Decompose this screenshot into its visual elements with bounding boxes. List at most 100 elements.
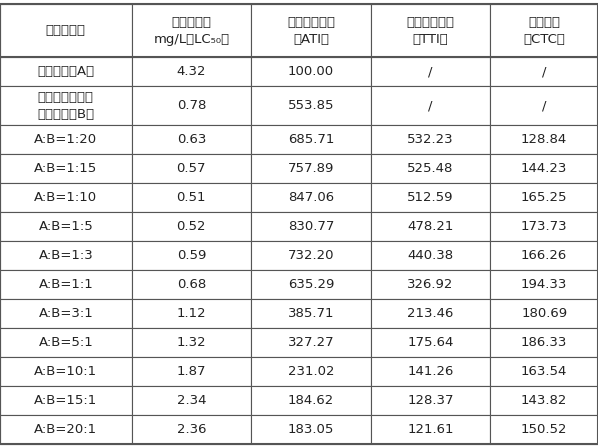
Text: 173.73: 173.73 <box>521 220 568 233</box>
Bar <box>132 154 251 183</box>
Text: 1.87: 1.87 <box>176 365 206 378</box>
Text: 实测毒力指数
（ATI）: 实测毒力指数 （ATI） <box>287 16 335 46</box>
Bar <box>251 414 371 444</box>
Text: 128.84: 128.84 <box>521 133 568 146</box>
Text: 180.69: 180.69 <box>521 307 568 320</box>
Text: 141.26: 141.26 <box>407 365 454 378</box>
Text: 385.71: 385.71 <box>288 307 334 320</box>
Text: 525.48: 525.48 <box>407 162 454 175</box>
Bar <box>0 270 132 299</box>
Bar <box>251 328 371 357</box>
Bar <box>371 270 490 299</box>
Text: 致死中浓度
mg/L（LC₅₀）: 致死中浓度 mg/L（LC₅₀） <box>153 16 230 46</box>
Bar <box>132 86 251 125</box>
Text: 757.89: 757.89 <box>288 162 334 175</box>
Bar <box>251 183 371 212</box>
Bar <box>251 357 371 386</box>
Bar <box>0 86 132 125</box>
Bar <box>251 299 371 328</box>
Text: 甲氨基阿维菌素
苯甲酸盐（B）: 甲氨基阿维菌素 苯甲酸盐（B） <box>37 91 94 121</box>
Text: 理论毒力指数
（TTI）: 理论毒力指数 （TTI） <box>407 16 454 46</box>
Bar <box>0 414 132 444</box>
Bar <box>490 183 598 212</box>
Text: 685.71: 685.71 <box>288 133 334 146</box>
Text: 635.29: 635.29 <box>288 278 334 291</box>
Bar <box>251 154 371 183</box>
Text: 553.85: 553.85 <box>288 99 334 112</box>
Bar <box>490 299 598 328</box>
Bar <box>490 241 598 270</box>
Bar <box>490 386 598 414</box>
Bar <box>371 414 490 444</box>
Bar <box>0 4 132 57</box>
Bar <box>371 241 490 270</box>
Bar <box>132 125 251 154</box>
Text: 0.68: 0.68 <box>177 278 206 291</box>
Bar <box>371 328 490 357</box>
Text: 氟噻虫砜（A）: 氟噻虫砜（A） <box>37 65 94 78</box>
Text: 165.25: 165.25 <box>521 191 568 204</box>
Text: 183.05: 183.05 <box>288 422 334 435</box>
Text: 4.32: 4.32 <box>176 65 206 78</box>
Bar <box>490 414 598 444</box>
Text: 共毒系数
（CTC）: 共毒系数 （CTC） <box>523 16 565 46</box>
Bar <box>0 357 132 386</box>
Text: /: / <box>542 65 547 78</box>
Text: A:B=1:1: A:B=1:1 <box>38 278 93 291</box>
Text: A:B=15:1: A:B=15:1 <box>34 394 97 407</box>
Text: /: / <box>542 99 547 112</box>
Text: 121.61: 121.61 <box>407 422 454 435</box>
Bar <box>132 414 251 444</box>
Bar <box>371 299 490 328</box>
Text: 144.23: 144.23 <box>521 162 568 175</box>
Bar <box>132 357 251 386</box>
Bar <box>371 57 490 86</box>
Bar <box>490 125 598 154</box>
Text: 830.77: 830.77 <box>288 220 334 233</box>
Bar <box>490 357 598 386</box>
Text: 184.62: 184.62 <box>288 394 334 407</box>
Bar <box>371 4 490 57</box>
Bar <box>0 154 132 183</box>
Text: 532.23: 532.23 <box>407 133 454 146</box>
Text: /: / <box>428 65 433 78</box>
Text: 1.32: 1.32 <box>176 336 206 349</box>
Text: 0.78: 0.78 <box>176 99 206 112</box>
Bar <box>251 4 371 57</box>
Bar <box>490 86 598 125</box>
Bar <box>132 241 251 270</box>
Text: 512.59: 512.59 <box>407 191 454 204</box>
Text: 143.82: 143.82 <box>521 394 568 407</box>
Text: 194.33: 194.33 <box>521 278 568 291</box>
Bar <box>490 270 598 299</box>
Text: A:B=1:3: A:B=1:3 <box>38 249 93 262</box>
Text: 847.06: 847.06 <box>288 191 334 204</box>
Bar <box>0 57 132 86</box>
Text: A:B=1:20: A:B=1:20 <box>34 133 97 146</box>
Text: 732.20: 732.20 <box>288 249 334 262</box>
Text: 0.51: 0.51 <box>176 191 206 204</box>
Text: 231.02: 231.02 <box>288 365 334 378</box>
Bar <box>371 125 490 154</box>
Bar <box>132 4 251 57</box>
Bar <box>251 86 371 125</box>
Text: 0.52: 0.52 <box>176 220 206 233</box>
Text: 186.33: 186.33 <box>521 336 568 349</box>
Text: 327.27: 327.27 <box>288 336 334 349</box>
Bar <box>132 212 251 241</box>
Bar <box>132 270 251 299</box>
Bar <box>490 4 598 57</box>
Text: A:B=20:1: A:B=20:1 <box>34 422 97 435</box>
Bar <box>371 386 490 414</box>
Text: A:B=1:10: A:B=1:10 <box>34 191 97 204</box>
Text: 440.38: 440.38 <box>407 249 454 262</box>
Text: 0.63: 0.63 <box>176 133 206 146</box>
Text: 326.92: 326.92 <box>407 278 454 291</box>
Bar <box>371 154 490 183</box>
Bar <box>132 328 251 357</box>
Bar <box>490 328 598 357</box>
Bar <box>0 386 132 414</box>
Text: 166.26: 166.26 <box>521 249 568 262</box>
Bar <box>490 154 598 183</box>
Bar <box>132 183 251 212</box>
